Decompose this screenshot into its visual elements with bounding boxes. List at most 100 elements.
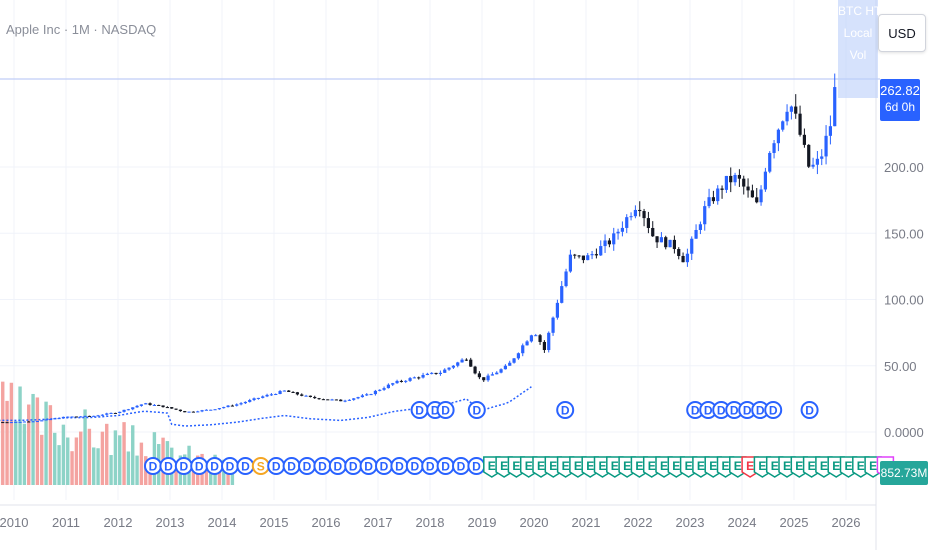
- volume-bar: [5, 400, 9, 485]
- volume-bar: [35, 397, 40, 485]
- volume-bar: [109, 455, 113, 485]
- symbol-title[interactable]: Apple Inc · 1M · NASDAQ: [6, 22, 157, 37]
- candle-body: [100, 414, 104, 416]
- volume-bar: [122, 422, 126, 485]
- dividend-marker-label: D: [431, 404, 440, 418]
- volume-bar: [92, 447, 96, 485]
- earnings-marker-label: E: [500, 459, 508, 473]
- last-price-value: 262.82: [880, 83, 920, 98]
- dividend-marker-circle: [800, 401, 819, 419]
- candle-body: [685, 253, 689, 263]
- candle-body: [235, 404, 239, 406]
- event-markers[interactable]: D D D D D D D D D D D D DD D D D D D D S D D D D D D D D D D D D D D E E E E E…: [144, 401, 895, 478]
- candle-body: [607, 240, 611, 245]
- dividend-marker-label: D: [241, 460, 250, 474]
- candle-body: [278, 391, 282, 395]
- candles: [0, 73, 837, 424]
- candle-body: [529, 335, 533, 342]
- candle-body: [308, 395, 312, 397]
- candle-body: [737, 174, 741, 179]
- candle-body: [573, 254, 577, 256]
- earnings-marker-label: E: [832, 459, 840, 473]
- candle-body: [633, 209, 637, 217]
- indicator-overlay-label[interactable]: BTC HT Local Vol: [838, 0, 878, 98]
- candle-body: [248, 400, 252, 402]
- dividend-marker-label: D: [303, 460, 312, 474]
- y-tick-label: 150.00: [884, 226, 924, 241]
- candle-body: [768, 152, 772, 172]
- x-tick-label: 2018: [416, 515, 445, 530]
- candle-body: [14, 421, 18, 423]
- candle-body: [694, 229, 698, 239]
- x-tick-label: 2016: [312, 515, 341, 530]
- candle-body: [443, 369, 447, 373]
- earnings-marker-label: E: [512, 459, 520, 473]
- candle-body: [503, 365, 507, 370]
- candle-body: [66, 416, 70, 418]
- candle-body: [161, 405, 165, 408]
- dividend-marker-label: D: [349, 460, 358, 474]
- candle-body: [170, 407, 174, 409]
- dividend-marker-label: D: [415, 404, 424, 418]
- dividend-marker-label: D: [691, 404, 700, 418]
- candle-body: [157, 404, 161, 406]
- dividend-marker-label: D: [704, 404, 713, 418]
- candle-body: [568, 254, 572, 272]
- candle-body: [763, 171, 767, 190]
- volume-bar: [22, 423, 27, 485]
- dividend-marker-label: D: [318, 460, 327, 474]
- candle-body: [551, 317, 555, 333]
- candle-body: [105, 413, 109, 415]
- candle-body: [57, 418, 61, 420]
- earnings-marker-label: E: [820, 459, 828, 473]
- candle-body: [512, 358, 516, 363]
- candle-body: [508, 362, 512, 366]
- volume-bar: [118, 435, 122, 485]
- candle-body: [447, 367, 451, 370]
- y-axis: 0.0000 50.00 100.00 150.00 200.00: [884, 160, 924, 440]
- dividend-marker-label: D: [743, 404, 752, 418]
- candle-body: [79, 416, 83, 418]
- candle-body: [646, 218, 650, 228]
- candle-body: [339, 399, 343, 402]
- volume-bar: [18, 386, 22, 485]
- candle-body: [555, 302, 559, 318]
- dividend-marker-label: D: [441, 460, 450, 474]
- candle-body: [287, 390, 291, 392]
- candle-body: [599, 246, 603, 256]
- candle-body: [87, 415, 91, 417]
- volume-bar: [96, 448, 100, 485]
- candle-body: [131, 407, 135, 410]
- candle-body: [655, 236, 659, 243]
- candle-body: [269, 394, 273, 396]
- candle-body: [334, 399, 338, 401]
- candle-body: [165, 407, 169, 409]
- candle-body: [516, 353, 520, 359]
- candle-body: [35, 421, 39, 423]
- candle-body: [464, 359, 468, 361]
- dividend-marker-label: D: [472, 404, 481, 418]
- dividend-marker-label: D: [426, 460, 435, 474]
- candle-body: [815, 158, 819, 165]
- dividend-marker-label: D: [226, 460, 235, 474]
- candle-body: [430, 372, 434, 374]
- earnings-marker-label: E: [808, 459, 816, 473]
- candle-body: [291, 391, 295, 393]
- earnings-marker-label: E: [869, 459, 877, 473]
- candle-body: [412, 377, 416, 379]
- dividend-marker-label: D: [441, 404, 450, 418]
- candle-body: [482, 377, 486, 381]
- dividend-marker-label: D: [561, 404, 570, 418]
- earnings-marker-label: E: [574, 459, 582, 473]
- x-tick-label: 2022: [624, 515, 653, 530]
- y-tick-label: 50.00: [884, 359, 917, 374]
- candle-body: [785, 111, 789, 122]
- dividend-marker-label: D: [380, 460, 389, 474]
- candle-body: [139, 404, 143, 406]
- candle-body: [183, 411, 187, 413]
- candle-body: [690, 238, 694, 254]
- candle-body: [490, 374, 494, 376]
- candle-body: [178, 409, 182, 412]
- currency-button[interactable]: USD: [878, 14, 926, 52]
